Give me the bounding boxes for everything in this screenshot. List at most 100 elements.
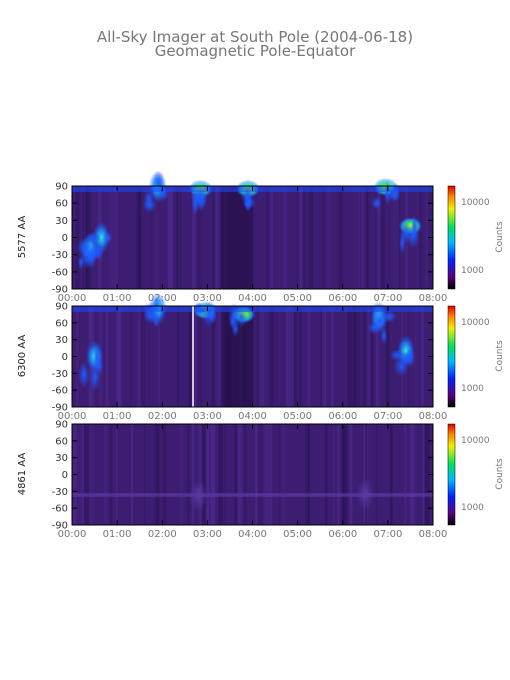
texture-band bbox=[411, 424, 417, 525]
texture-band bbox=[105, 306, 109, 407]
texture-band bbox=[205, 424, 209, 525]
y-tick-label: 30 bbox=[55, 453, 68, 464]
texture-band bbox=[372, 186, 377, 289]
texture-band bbox=[296, 186, 299, 289]
texture-band bbox=[423, 424, 425, 525]
texture-band bbox=[217, 306, 220, 407]
texture-band bbox=[424, 424, 430, 525]
texture-band bbox=[234, 424, 238, 525]
x-tick-label: 05:00 bbox=[283, 529, 312, 540]
texture-band bbox=[208, 424, 210, 525]
texture-band bbox=[404, 424, 407, 525]
x-tick-label: 08:00 bbox=[419, 529, 448, 540]
x-tick-label: 08:00 bbox=[419, 411, 448, 422]
y-tick-label: -60 bbox=[52, 386, 68, 397]
texture-band bbox=[393, 186, 398, 289]
colorbar-label: Counts bbox=[495, 221, 505, 253]
texture-band bbox=[271, 424, 273, 525]
texture-band bbox=[321, 306, 325, 407]
texture-band bbox=[260, 306, 265, 407]
texture-band bbox=[211, 424, 216, 525]
texture-band bbox=[305, 424, 311, 525]
texture-band bbox=[356, 306, 361, 407]
texture-band bbox=[362, 306, 367, 407]
texture-band bbox=[188, 306, 192, 407]
texture-band bbox=[323, 186, 328, 289]
texture-band bbox=[138, 306, 142, 407]
x-tick-label: 04:00 bbox=[238, 529, 267, 540]
texture-band bbox=[237, 424, 242, 525]
texture-band bbox=[187, 424, 192, 525]
texture-band bbox=[269, 306, 274, 407]
texture-band bbox=[320, 306, 322, 407]
texture-band bbox=[283, 186, 288, 289]
texture-band bbox=[167, 186, 173, 289]
texture-band bbox=[266, 186, 269, 289]
x-tick-label: 04:00 bbox=[238, 293, 267, 304]
texture-band bbox=[115, 306, 121, 407]
y-tick-label: 90 bbox=[55, 420, 68, 431]
texture-band bbox=[89, 424, 92, 525]
texture-band bbox=[378, 186, 381, 289]
y-tick-label: 90 bbox=[55, 302, 68, 313]
x-tick-label: 00:00 bbox=[58, 411, 87, 422]
aurora-feature bbox=[356, 478, 375, 511]
texture-band bbox=[156, 424, 160, 525]
aurora-feature bbox=[196, 187, 208, 210]
texture-band bbox=[278, 424, 281, 525]
texture-band bbox=[179, 424, 184, 525]
texture-band bbox=[381, 186, 385, 289]
texture-band bbox=[330, 306, 334, 407]
texture-band bbox=[341, 424, 345, 525]
x-tick-label: 05:00 bbox=[283, 293, 312, 304]
figure-title: All-Sky Imager at South Pole (2004-06-18… bbox=[97, 28, 413, 46]
aurora-feature bbox=[384, 180, 391, 206]
texture-band bbox=[203, 424, 206, 525]
texture-band bbox=[82, 424, 84, 525]
texture-band bbox=[366, 424, 369, 525]
aurora-feature bbox=[399, 230, 406, 255]
texture-band bbox=[425, 186, 429, 289]
x-tick-label: 00:00 bbox=[58, 529, 87, 540]
texture-band bbox=[115, 424, 118, 525]
colorbar-tick-low: 1000 bbox=[461, 384, 484, 394]
texture-band bbox=[299, 186, 304, 289]
texture-band bbox=[255, 424, 258, 525]
aurora-feature bbox=[393, 356, 409, 377]
texture-band bbox=[75, 306, 79, 407]
texture-band bbox=[141, 306, 145, 407]
aurora-feature bbox=[85, 231, 102, 244]
texture-band bbox=[301, 186, 306, 289]
texture-band bbox=[349, 424, 353, 525]
aurora-feature bbox=[189, 479, 208, 512]
texture-band bbox=[267, 424, 272, 525]
texture-band bbox=[365, 424, 368, 525]
texture-band bbox=[117, 306, 122, 407]
aurora-feature bbox=[93, 343, 101, 372]
texture-band bbox=[189, 306, 192, 407]
texture-band bbox=[198, 424, 201, 525]
texture-band bbox=[286, 306, 290, 407]
y-tick-label: 60 bbox=[55, 318, 68, 329]
aurora-feature bbox=[143, 189, 154, 208]
texture-band bbox=[192, 186, 197, 289]
colorbar-label: Counts bbox=[495, 340, 505, 372]
y-axis: 90 60 30 0 -30 -60 -90 bbox=[52, 182, 433, 296]
texture-band bbox=[358, 186, 360, 289]
y-tick-label: -30 bbox=[52, 369, 68, 380]
x-tick-label: 02:00 bbox=[148, 529, 177, 540]
texture-band bbox=[361, 186, 367, 289]
texture-band bbox=[309, 186, 313, 289]
x-tick-label: 07:00 bbox=[373, 529, 402, 540]
colorbar-tick-low: 1000 bbox=[461, 266, 484, 276]
colorbar bbox=[447, 185, 456, 290]
y-tick-label: 0 bbox=[62, 352, 68, 363]
texture-band bbox=[158, 306, 160, 407]
heatmap-field bbox=[72, 424, 433, 525]
texture-band bbox=[193, 306, 198, 407]
texture-band bbox=[363, 306, 367, 407]
aurora-feature bbox=[78, 361, 90, 389]
x-tick-label: 07:00 bbox=[373, 411, 402, 422]
